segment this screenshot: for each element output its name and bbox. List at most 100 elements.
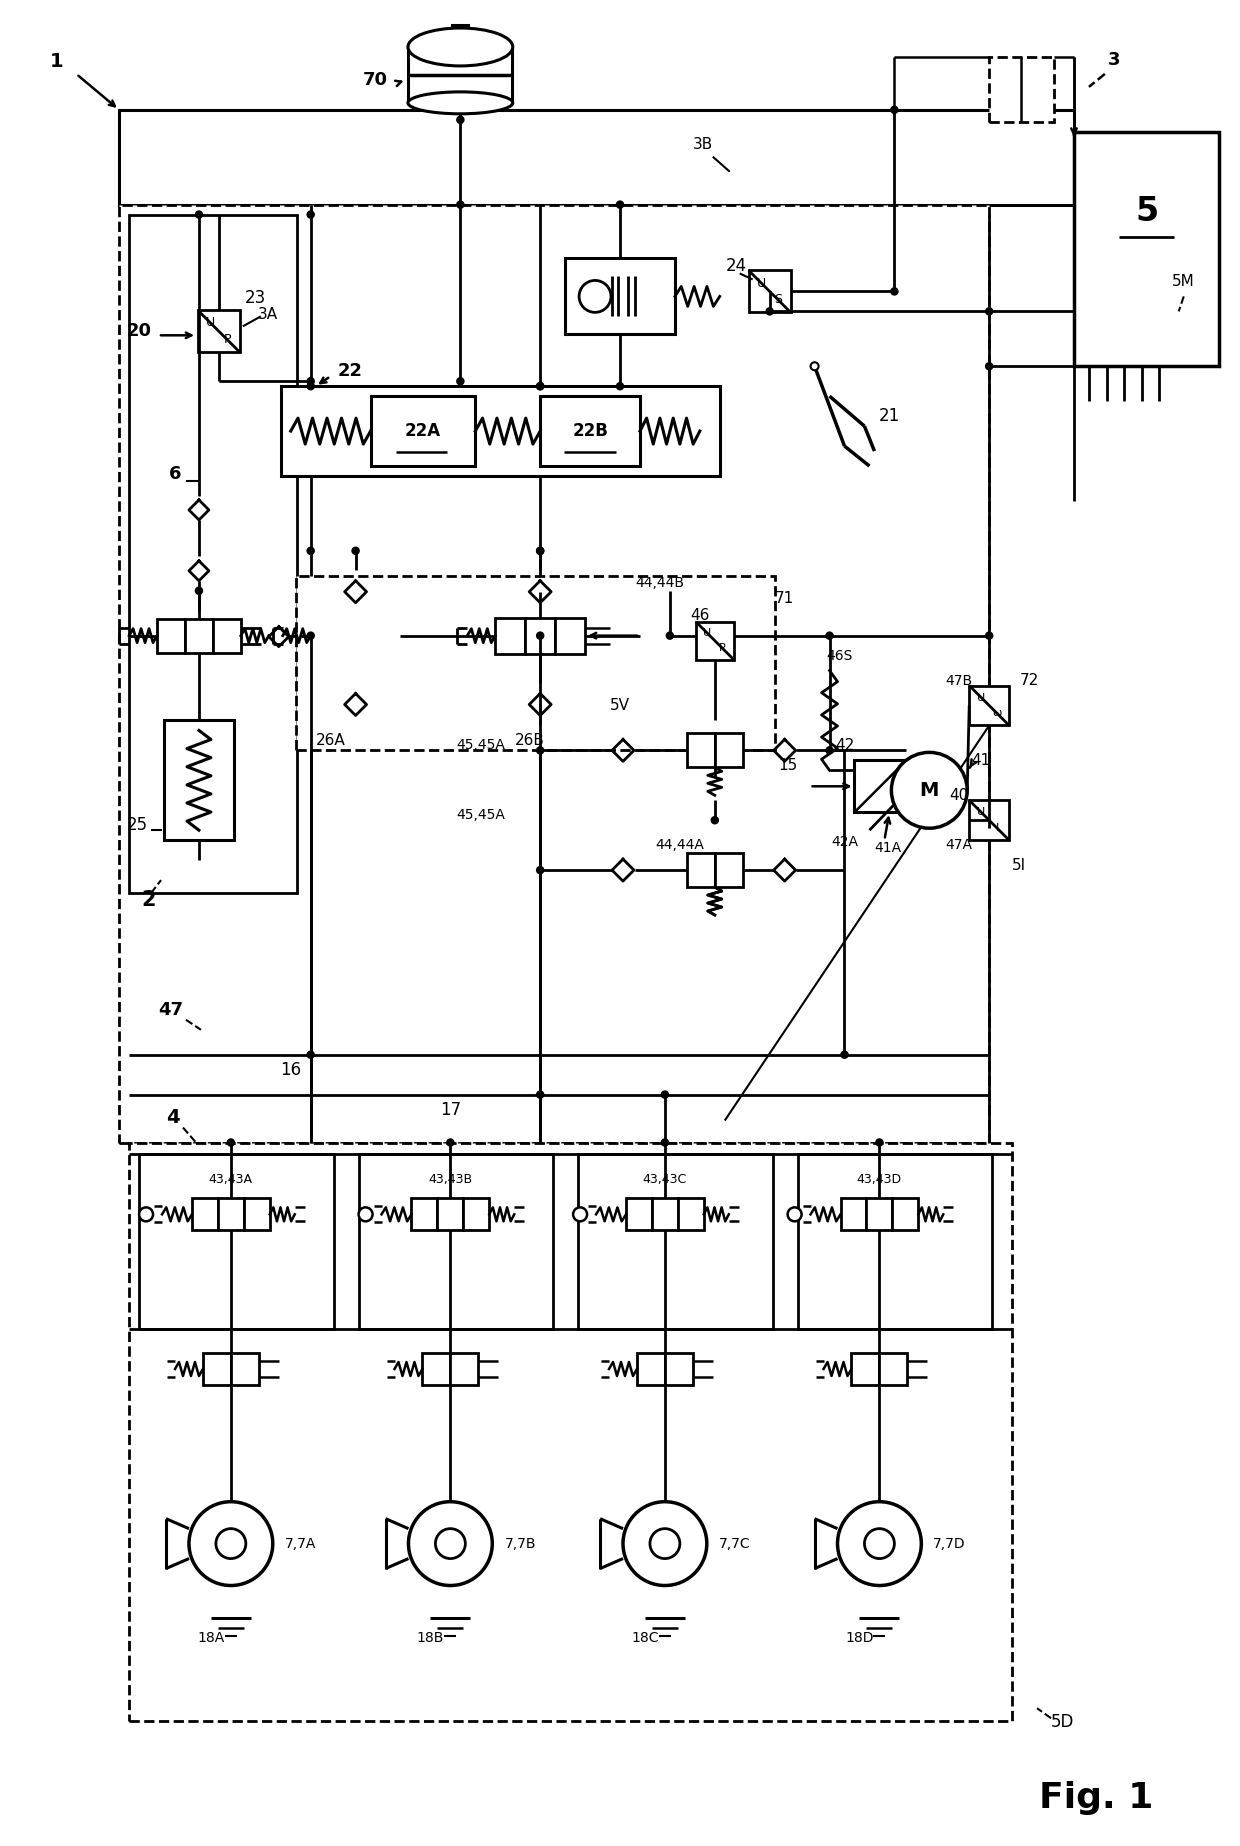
Ellipse shape	[408, 28, 513, 66]
Bar	[990, 57, 1054, 122]
Bar	[450, 1353, 479, 1384]
Text: U: U	[703, 628, 712, 639]
Bar	[464, 1198, 490, 1229]
Circle shape	[667, 633, 673, 639]
Bar	[541, 397, 640, 465]
Circle shape	[650, 1528, 680, 1558]
Text: 6: 6	[169, 465, 181, 484]
Bar	[867, 1198, 893, 1229]
Text: 23: 23	[246, 290, 267, 308]
Text: 43,43B: 43,43B	[428, 1172, 472, 1185]
Bar	[185, 618, 213, 653]
Text: 3B: 3B	[693, 137, 713, 151]
Text: 7,7B: 7,7B	[505, 1536, 536, 1551]
Circle shape	[892, 753, 967, 829]
Text: 47: 47	[159, 1001, 184, 1019]
Circle shape	[537, 868, 543, 873]
Circle shape	[837, 1501, 921, 1586]
Text: 46S: 46S	[826, 648, 853, 663]
Text: P: P	[719, 642, 725, 653]
Circle shape	[662, 1091, 668, 1098]
Bar	[841, 1198, 867, 1229]
Circle shape	[139, 1207, 153, 1222]
Text: 41A: 41A	[874, 842, 901, 855]
Text: 72: 72	[1019, 674, 1039, 689]
Text: 5D: 5D	[1050, 1713, 1074, 1732]
Circle shape	[216, 1528, 246, 1558]
Bar	[295, 576, 775, 749]
Bar	[244, 1198, 270, 1229]
Circle shape	[196, 587, 202, 594]
Text: 3: 3	[1107, 52, 1120, 68]
Text: 18C: 18C	[631, 1632, 658, 1645]
Circle shape	[308, 633, 314, 639]
Circle shape	[827, 633, 832, 639]
Circle shape	[787, 1207, 801, 1222]
Bar	[893, 1198, 919, 1229]
Text: 5I: 5I	[1012, 858, 1027, 873]
Text: 18D: 18D	[846, 1632, 874, 1645]
Bar	[970, 801, 1009, 840]
Bar	[854, 761, 906, 812]
Text: P: P	[223, 334, 231, 347]
Circle shape	[579, 281, 611, 312]
Text: U: U	[756, 277, 766, 290]
Circle shape	[537, 548, 543, 554]
Circle shape	[308, 212, 314, 218]
Bar	[341, 618, 371, 653]
Circle shape	[986, 364, 992, 369]
Circle shape	[618, 201, 622, 207]
Text: 43,43C: 43,43C	[642, 1172, 687, 1185]
Bar	[164, 720, 234, 840]
Circle shape	[864, 1528, 894, 1558]
Bar	[687, 853, 714, 888]
Circle shape	[537, 1091, 543, 1098]
Text: 45,45A: 45,45A	[456, 809, 505, 821]
Bar	[749, 271, 791, 312]
Text: M: M	[920, 781, 939, 799]
Circle shape	[877, 1139, 883, 1146]
Text: 5M: 5M	[1172, 273, 1195, 290]
Bar	[192, 1198, 218, 1229]
Circle shape	[842, 1052, 847, 1058]
Text: 70: 70	[363, 70, 388, 89]
Circle shape	[308, 1052, 314, 1058]
Circle shape	[308, 548, 314, 554]
Bar	[311, 618, 341, 653]
Circle shape	[352, 548, 358, 554]
Circle shape	[892, 107, 898, 113]
Bar	[371, 618, 401, 653]
Bar	[218, 1198, 244, 1229]
Text: 44,44A: 44,44A	[656, 838, 704, 853]
Bar	[280, 386, 719, 476]
Bar	[438, 1198, 464, 1229]
Bar	[1074, 131, 1219, 366]
Circle shape	[308, 384, 314, 390]
Text: 45,45A: 45,45A	[456, 738, 505, 753]
Circle shape	[537, 633, 543, 639]
Bar	[526, 618, 556, 653]
Text: I: I	[996, 823, 998, 833]
Circle shape	[986, 633, 992, 639]
Bar	[495, 618, 526, 653]
Bar	[408, 46, 512, 103]
Circle shape	[537, 384, 543, 390]
Text: 43,43A: 43,43A	[208, 1172, 253, 1185]
Circle shape	[712, 818, 718, 823]
Circle shape	[892, 288, 898, 294]
Bar	[412, 1198, 438, 1229]
Bar	[652, 1198, 678, 1229]
Circle shape	[188, 1501, 273, 1586]
Bar	[139, 1154, 334, 1329]
Bar	[626, 1198, 652, 1229]
Text: 26A: 26A	[316, 733, 346, 748]
Bar	[129, 214, 296, 893]
Text: 22B: 22B	[572, 423, 608, 439]
Bar	[231, 1353, 259, 1384]
Text: 7,7A: 7,7A	[285, 1536, 316, 1551]
Circle shape	[308, 378, 314, 384]
Bar	[797, 1154, 992, 1329]
Circle shape	[537, 548, 543, 554]
Circle shape	[537, 748, 543, 753]
Circle shape	[622, 1501, 707, 1586]
